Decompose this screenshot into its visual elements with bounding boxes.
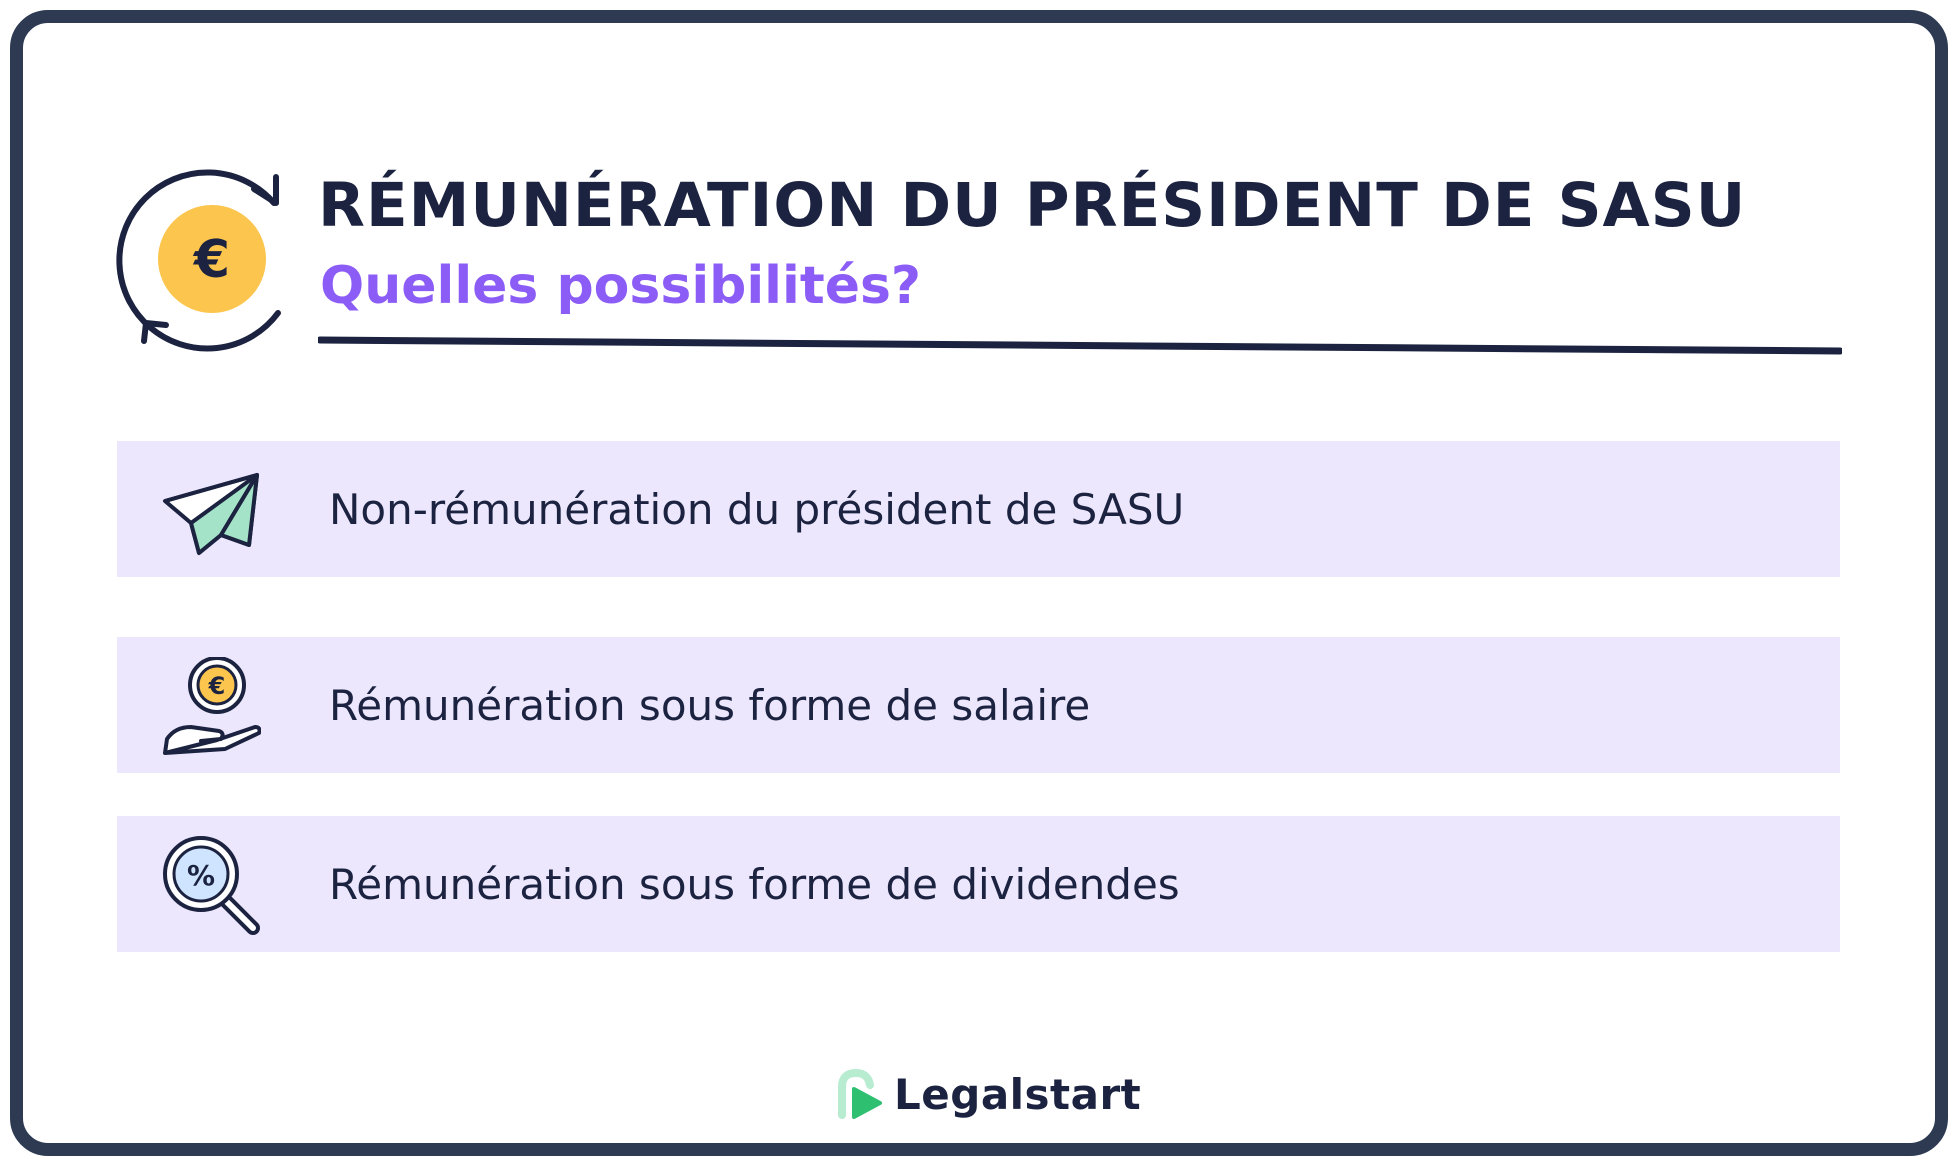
euro-cycle-icon: € (116, 169, 281, 352)
title-divider (318, 336, 1842, 355)
legalstart-logo (838, 1069, 882, 1119)
paper-plane-icon (163, 473, 259, 555)
svg-text:%: % (187, 859, 215, 892)
svg-text:€: € (193, 230, 230, 290)
option-label: Non-rémunération du président de SASU (329, 484, 1185, 534)
svg-text:€: € (208, 672, 226, 700)
brand: Legalstart (838, 1064, 1141, 1124)
hand-euro-coin-icon: € (163, 657, 261, 755)
option-row-salaire: € Rémunération sous forme de salaire (117, 637, 1840, 773)
brand-name: Legalstart (894, 1069, 1142, 1119)
option-label: Rémunération sous forme de salaire (329, 680, 1091, 730)
card-frame (10, 10, 1948, 1156)
option-row-dividendes: % Rémunération sous forme de dividendes (117, 816, 1840, 952)
percent-magnifier-icon: % (163, 836, 260, 935)
page-title: RÉMUNÉRATION DU PRÉSIDENT DE SASU (318, 170, 1747, 241)
option-label: Rémunération sous forme de dividendes (329, 859, 1180, 909)
page-subtitle: Quelles possibilités? (320, 256, 922, 316)
option-row-non-remuneration: Non-rémunération du président de SASU (117, 441, 1840, 577)
